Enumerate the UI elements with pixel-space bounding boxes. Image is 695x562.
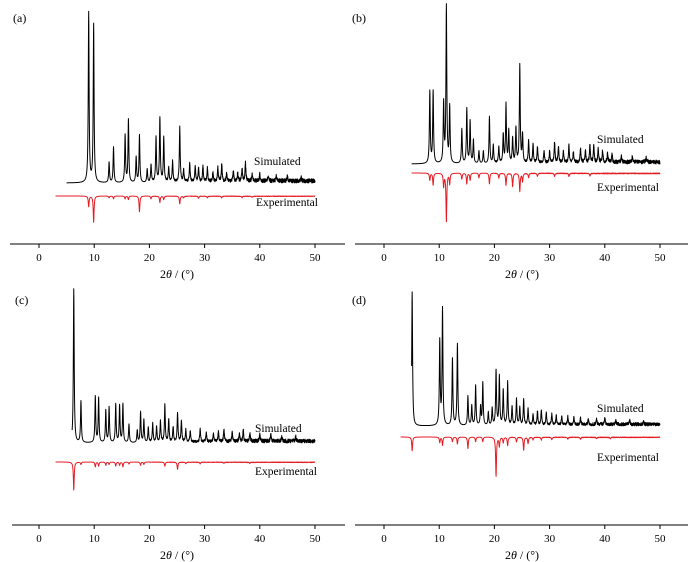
x-tick-label: 40 — [599, 533, 611, 545]
experimental-label: Experimental — [255, 466, 317, 478]
x-tick-label: 30 — [544, 252, 556, 264]
simulated-pattern-line — [411, 3, 661, 165]
panel-label: (a) — [13, 11, 26, 25]
experimental-label: Experimental — [597, 182, 659, 194]
x-tick-label: 10 — [434, 533, 446, 545]
x-axis-label: 2θ / (°) — [160, 548, 194, 562]
x-tick-label: 0 — [36, 533, 42, 545]
x-axis-label: 2θ / (°) — [505, 548, 539, 562]
simulated-pattern-line — [66, 10, 316, 184]
x-tick-label: 10 — [89, 252, 101, 264]
x-tick-label: 0 — [36, 252, 42, 264]
x-tick-label: 50 — [310, 252, 322, 264]
experimental-label: Experimental — [597, 452, 659, 464]
x-tick-label: 50 — [310, 533, 322, 545]
x-tick-label: 0 — [381, 533, 387, 545]
simulated-label: Simulated — [254, 156, 301, 168]
simulated-label: Simulated — [255, 423, 302, 435]
panel-label: (c) — [15, 293, 28, 307]
x-tick-label: 20 — [489, 252, 501, 264]
x-tick-label: 20 — [489, 533, 501, 545]
x-tick-label: 10 — [89, 533, 101, 545]
panel-label: (d) — [352, 293, 366, 307]
x-axis-label: 2θ / (°) — [160, 267, 194, 281]
experimental-pattern-line — [55, 461, 316, 491]
x-tick-label: 30 — [199, 533, 211, 545]
x-tick-label: 30 — [199, 252, 211, 264]
x-tick-label: 40 — [599, 252, 611, 264]
x-axis-label: 2θ / (°) — [505, 267, 539, 281]
panel-b: 0 10 20 30 40 50 2θ / (°) (b) Simulated Experimen… — [352, 3, 688, 281]
experimental-pattern-line — [400, 436, 661, 477]
experimental-label: Experimental — [256, 197, 318, 209]
x-tick-label: 40 — [254, 252, 266, 264]
simulated-pattern-line — [411, 291, 661, 427]
x-tick-label: 40 — [254, 533, 266, 545]
panel-c: 0 10 20 30 40 50 2θ / (°) (c) Simulated Experimen… — [12, 288, 345, 562]
x-tick-label: 50 — [655, 533, 667, 545]
x-tick-label: 30 — [544, 533, 556, 545]
x-tick-label: 20 — [144, 252, 156, 264]
panel-label: (b) — [352, 11, 366, 25]
simulated-label: Simulated — [597, 134, 644, 146]
panel-a: 0 10 20 30 40 50 2θ / (°) (a) Simulated Experimen… — [10, 10, 345, 281]
simulated-label: Simulated — [597, 403, 644, 415]
simulated-pattern-line — [71, 288, 316, 444]
x-tick-label: 20 — [144, 533, 156, 545]
x-tick-label: 0 — [381, 252, 387, 264]
experimental-pattern-line — [411, 172, 661, 223]
x-tick-label: 10 — [434, 252, 446, 264]
x-tick-label: 50 — [655, 252, 667, 264]
panel-d: 0 10 20 30 40 50 2θ / (°) (d) Simulated Experimen… — [352, 291, 688, 562]
experimental-pattern-line — [55, 195, 316, 223]
